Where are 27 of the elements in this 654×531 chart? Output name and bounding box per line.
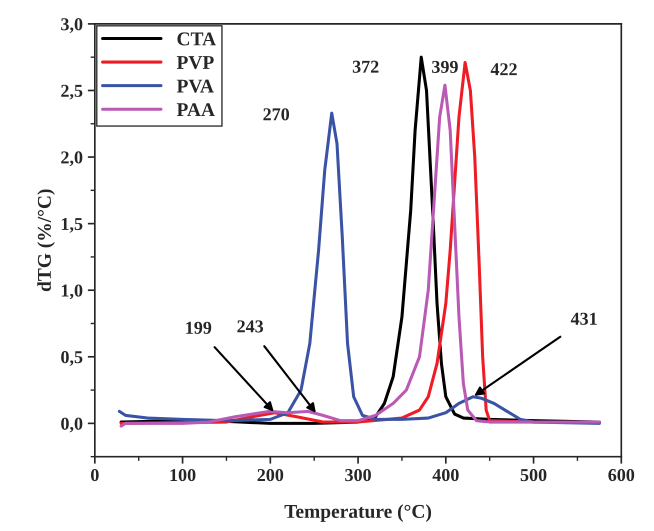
y-tick-label: 1,5 (62, 218, 82, 233)
x-tick-label: 400 (432, 468, 459, 482)
annotation: 243 (237, 320, 264, 332)
annotation: 431 (570, 312, 597, 325)
legend-label: PAA (176, 103, 215, 116)
y-tick-label: 2,0 (61, 151, 82, 166)
y-axis-title: dTG (%/°C) (37, 189, 55, 292)
x-tick-label: 500 (520, 468, 546, 482)
x-tick-label: 600 (608, 468, 634, 482)
x-axis-title: Temperature (°C) (284, 504, 432, 522)
x-tick-label: 200 (258, 468, 284, 482)
y-tick-label: 0,5 (61, 351, 82, 366)
annotation: 422 (490, 63, 517, 76)
y-tick-label: 1,0 (62, 284, 82, 300)
x-tick-label: 0 (91, 468, 99, 482)
y-tick-label: 2,5 (61, 84, 82, 100)
legend-label: CTA (177, 32, 216, 46)
legend-label: PVP (176, 56, 214, 70)
annotation: 372 (352, 60, 378, 73)
annotation: 399 (432, 60, 458, 73)
annotation: 199 (186, 322, 212, 334)
y-tick-label: 3,0 (61, 18, 82, 33)
y-tick-label: 0,0 (61, 418, 82, 432)
legend-label: PVA (176, 80, 214, 93)
x-tick-label: 300 (345, 468, 371, 482)
annotation: 270 (263, 108, 290, 120)
x-tick-label: 100 (170, 468, 196, 482)
